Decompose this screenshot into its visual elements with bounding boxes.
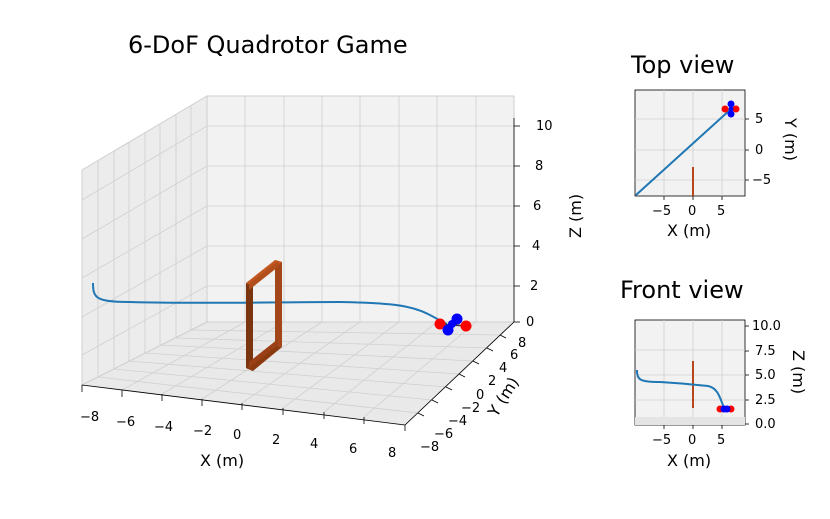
front-x-tick-label: 0 [688, 433, 697, 448]
y-tick-label: −2 [461, 401, 481, 416]
z-tick-label: 0 [526, 315, 535, 330]
x-tick-label: −2 [193, 424, 213, 439]
top-y-tick-label: 0 [755, 143, 764, 158]
y-tick-label: 4 [499, 361, 508, 376]
grid-lines [81, 96, 514, 418]
trajectory-line [92, 282, 448, 325]
x-tick-label: −8 [80, 410, 100, 425]
z-tick-label: 8 [535, 159, 544, 174]
top-view-trajectory [635, 108, 732, 196]
front-x-axis-label: X (m) [667, 451, 712, 470]
top-x-tick-label: 0 [688, 204, 697, 219]
y-tick-label: 6 [510, 348, 519, 363]
z-tick-label: 4 [532, 239, 541, 254]
front-x-tick-label: 5 [717, 433, 726, 448]
y-tick-label: 0 [476, 388, 485, 403]
x-tick-label: 8 [388, 446, 397, 461]
y-tick-label: 8 [518, 336, 527, 351]
front-view-title: Front view [620, 276, 744, 304]
front-z-tick-label: 7.5 [755, 344, 776, 359]
y-tick-label: −8 [420, 440, 440, 455]
z-tick-label: 6 [533, 199, 542, 214]
quadrotor-3d [434, 313, 472, 336]
x-axis-label: X (m) [200, 451, 245, 470]
front-view-grid [635, 320, 745, 425]
gate-frame [246, 260, 282, 371]
tick-marks [81, 125, 520, 431]
axis-lines [81, 118, 515, 426]
x-tick-label: 2 [272, 433, 281, 448]
x-tick-label: −6 [116, 415, 136, 430]
x-tick-label: 6 [349, 442, 358, 457]
main-plot-title: 6-DoF Quadrotor Game [128, 31, 408, 59]
top-view-title: Top view [631, 51, 735, 79]
top-y-tick-label: 5 [755, 112, 764, 127]
front-x-tick-label: −5 [652, 433, 672, 448]
top-x-axis-label: X (m) [667, 221, 712, 240]
front-view-trajectory [636, 369, 725, 409]
top-y-tick-label: −5 [752, 173, 772, 188]
top-view-quadrotor [721, 100, 740, 118]
front-view-floor [635, 417, 745, 425]
y-tick-label: −6 [434, 427, 454, 442]
front-z-tick-label: 5.0 [755, 368, 776, 383]
top-x-tick-label: 5 [717, 204, 726, 219]
front-view-quadrotor [716, 405, 735, 413]
top-x-tick-label: −5 [652, 204, 672, 219]
x-tick-label: −4 [154, 420, 174, 435]
z-tick-label: 2 [530, 279, 539, 294]
front-z-tick-label: 10.0 [752, 319, 781, 334]
y-tick-label: −4 [448, 414, 468, 429]
y-tick-label: 2 [488, 374, 497, 389]
front-z-tick-label: 2.5 [755, 393, 776, 408]
front-z-tick-label: 0.0 [755, 417, 776, 432]
front-z-axis-label: Z (m) [789, 350, 808, 395]
z-tick-label: 10 [536, 119, 553, 134]
x-tick-label: 4 [310, 437, 319, 452]
x-tick-label: 0 [233, 428, 242, 443]
